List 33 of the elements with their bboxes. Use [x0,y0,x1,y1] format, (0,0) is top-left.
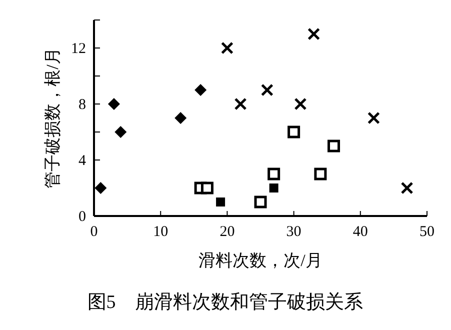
y-tick-label: 0 [78,209,86,225]
point [194,84,207,96]
point [108,98,120,110]
point [114,126,127,138]
x-tick-label: 0 [90,224,98,240]
point [216,198,226,206]
x-tick-label: 30 [286,224,302,240]
point [200,182,214,194]
point [328,140,340,152]
point [269,184,278,192]
point [288,126,300,138]
point [234,98,247,110]
point [174,112,187,124]
y-tick-label: 4 [78,153,86,169]
point [367,112,380,124]
x-tick-label: 20 [220,224,235,240]
x-tick-label: 10 [153,224,168,240]
point [268,168,280,180]
point [294,98,307,110]
text: 图5 崩滑料次数和管子破损关系 [87,292,363,313]
x-tick-label: 40 [352,224,368,240]
x-tick-label: 50 [420,224,434,240]
point [220,42,234,54]
point [254,196,267,208]
point [94,182,107,194]
y-tick-label: 8 [78,97,86,113]
x-axis-title: 滑料次数，次/月 [198,251,322,270]
point [400,182,414,194]
y-tick-label: 12 [71,41,86,57]
y-axis-title: 管子破损数，根/月 [43,48,62,188]
point [260,84,274,96]
point [308,28,320,40]
point [314,168,327,180]
